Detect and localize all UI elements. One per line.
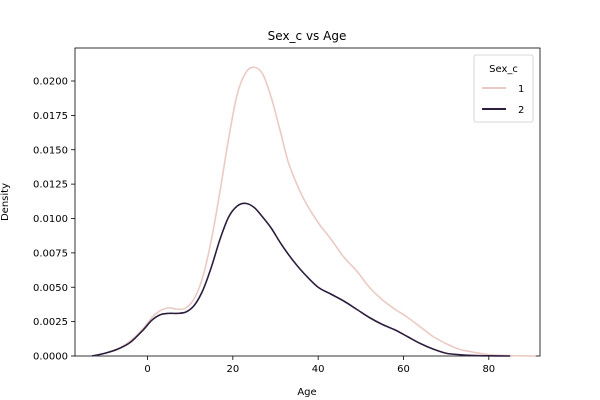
y-tick-label-0: 0.0000 [33, 352, 68, 363]
y-tick-label-5: 0.0125 [33, 180, 68, 191]
series-line-1 [91, 66, 536, 357]
y-tick-label-7: 0.0175 [33, 111, 68, 122]
legend-entry-2: 2 [518, 105, 524, 116]
y-tick-label-1: 0.0025 [33, 317, 68, 328]
legend: Sex_c 1 2 [473, 54, 534, 123]
x-tick-label-60: 60 [397, 364, 410, 375]
y-tick-label-4: 0.0100 [33, 214, 68, 225]
series-curves [91, 66, 536, 357]
x-axis: 0 20 40 60 80 [144, 356, 495, 375]
y-tick-label-3: 0.0075 [33, 248, 68, 259]
y-tick-label-8: 0.0200 [33, 77, 68, 88]
plot-area [74, 47, 541, 357]
x-axis-label: Age [297, 387, 316, 398]
x-tick-label-40: 40 [312, 364, 325, 375]
plot-frame [74, 47, 541, 357]
x-tick-label-20: 20 [226, 364, 239, 375]
y-axis: 0.0000 0.0025 0.0050 0.0075 0.0100 0.0125 0.01… [33, 77, 75, 363]
x-tick-label-0: 0 [144, 364, 150, 375]
legend-title: Sex_c [489, 64, 518, 75]
y-tick-label-2: 0.0050 [33, 283, 68, 294]
x-tick-label-80: 80 [482, 364, 495, 375]
chart-title: Sex_c vs Age [268, 29, 347, 43]
legend-entry-1: 1 [518, 84, 524, 95]
y-axis-label: Density [0, 183, 11, 221]
series-line-2 [91, 202, 511, 357]
y-tick-label-6: 0.0150 [33, 145, 68, 156]
